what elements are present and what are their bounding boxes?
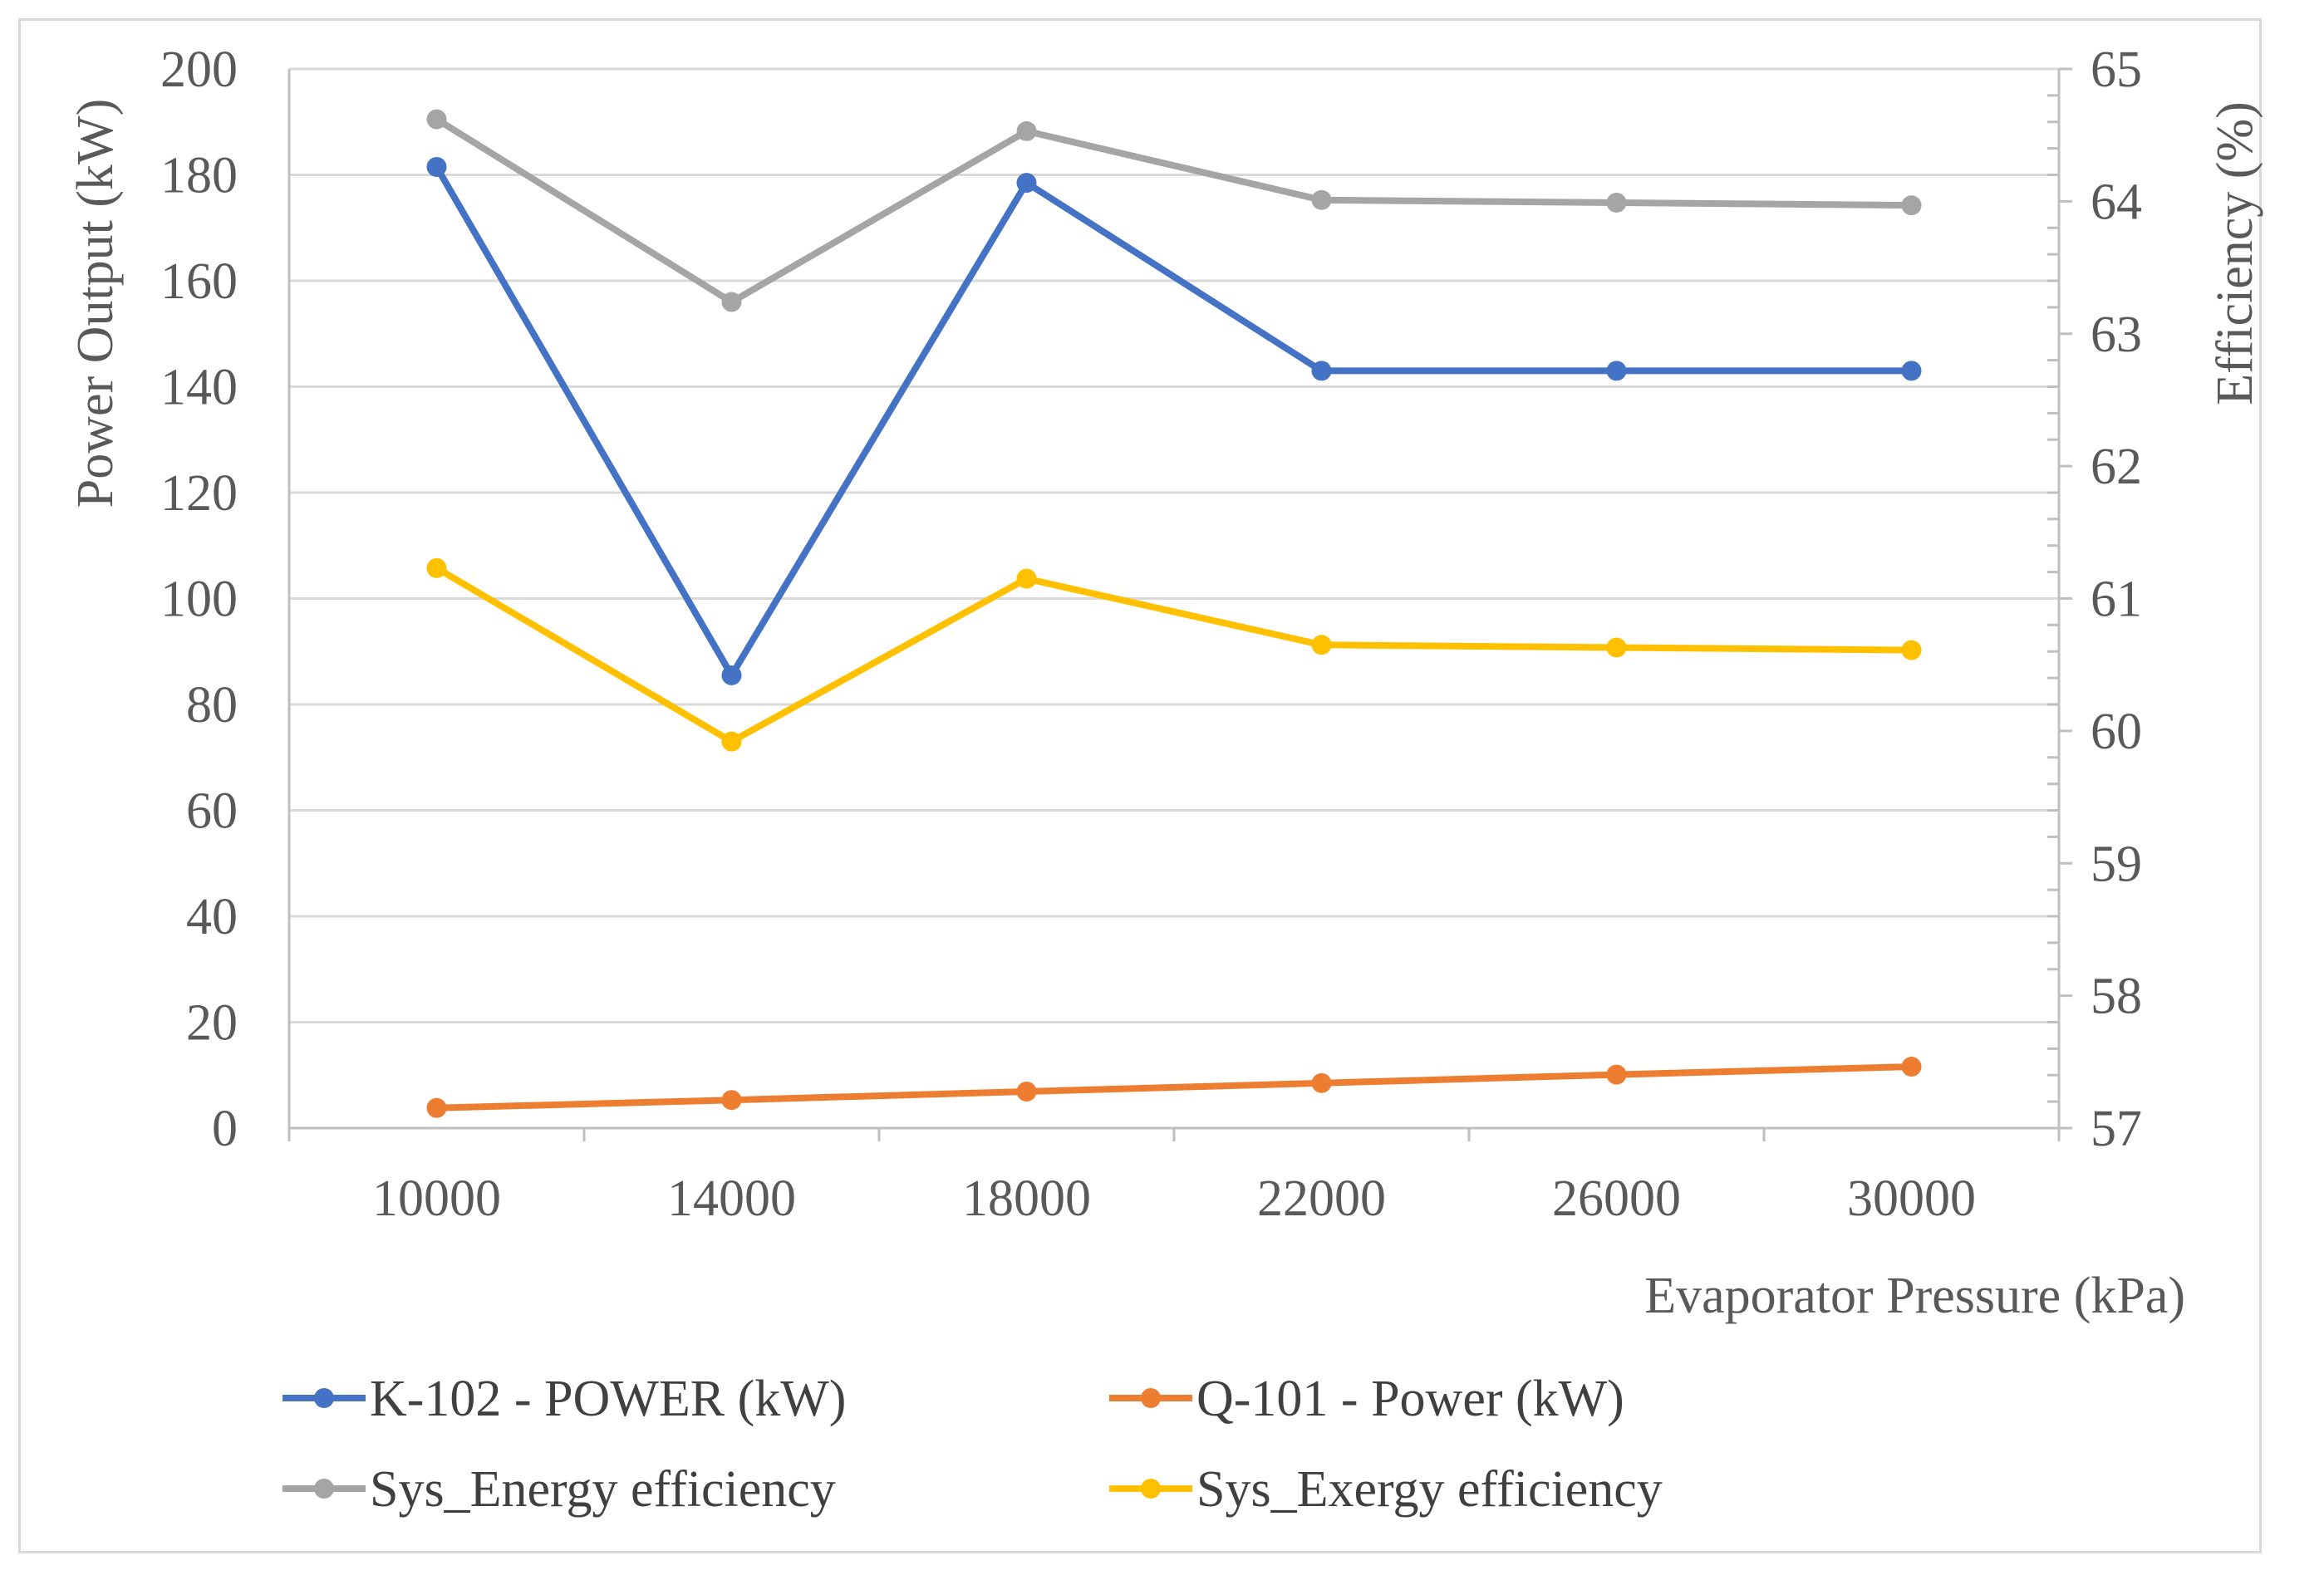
y2-tick-label: 64 <box>2091 174 2142 230</box>
y2-tick-label: 65 <box>2091 42 2142 98</box>
y2-tick-label: 61 <box>2091 572 2142 628</box>
y2-tick-label: 63 <box>2091 307 2142 363</box>
data-point <box>426 557 447 578</box>
x-tick-label: 18000 <box>962 1170 1091 1227</box>
series-3 <box>426 109 1922 312</box>
series-2 <box>426 1057 1922 1118</box>
data-point <box>426 1097 447 1118</box>
data-point <box>1311 189 1332 210</box>
x-tick-label: 22000 <box>1257 1170 1386 1227</box>
y2-tick-label: 60 <box>2091 704 2142 760</box>
series-line <box>433 1063 1915 1111</box>
data-point <box>721 665 742 685</box>
series-4 <box>426 557 1922 752</box>
series-line <box>433 115 1915 306</box>
legend-swatch-marker <box>314 1388 334 1408</box>
y-tick-label: 60 <box>186 783 238 840</box>
axes: 0 20 40 60 80 100 120 140 160 180 200 57 58 59 60 61 62 6… <box>160 42 2142 1227</box>
legend-item: Sys_Energy efficiency <box>283 1461 836 1518</box>
data-point <box>1016 173 1037 194</box>
y2-tick-label: 62 <box>2091 439 2142 495</box>
legend-swatch-marker <box>1141 1479 1161 1499</box>
y2-axis-title: Efficiency (%) <box>2207 101 2263 405</box>
y-tick-label: 160 <box>160 253 238 310</box>
y2-tick-label: 57 <box>2091 1101 2142 1157</box>
y-tick-label: 100 <box>160 572 238 628</box>
y-tick-label: 120 <box>160 465 238 522</box>
data-point <box>1606 361 1627 381</box>
y-tick-label: 20 <box>186 995 238 1052</box>
legend-swatch-marker <box>1141 1388 1161 1408</box>
data-point <box>721 292 742 312</box>
data-point <box>1016 568 1037 589</box>
y-tick-label: 0 <box>212 1101 238 1157</box>
legend-swatch-marker <box>314 1479 334 1499</box>
y-tick-label: 200 <box>160 42 238 98</box>
data-point <box>1311 361 1332 381</box>
legend-item: Sys_Exergy efficiency <box>1109 1461 1663 1518</box>
chart-frame <box>18 18 2262 1553</box>
data-point <box>1311 1072 1332 1093</box>
data-point <box>1311 635 1332 655</box>
legend-label: K-102 - POWER (kW) <box>370 1371 846 1427</box>
y-axis-title: Power Output (kW) <box>67 99 124 508</box>
data-point <box>426 109 447 130</box>
series-1 <box>426 156 1922 685</box>
data-point <box>1606 1064 1627 1085</box>
y2-tick-label: 58 <box>2091 969 2142 1025</box>
data-point <box>1606 192 1627 213</box>
x-axis-title: Evaporator Pressure (kPa) <box>1644 1268 2185 1324</box>
data-point <box>1901 361 1922 381</box>
data-point <box>1901 640 1922 660</box>
x-tick-label: 14000 <box>667 1170 796 1227</box>
series-line <box>433 564 1915 745</box>
data-point <box>1901 1057 1922 1077</box>
data-point <box>1016 1082 1037 1102</box>
series-group <box>426 109 1922 1118</box>
axis-labels: Evaporator Pressure (kPa) Power Output (… <box>67 99 2263 1324</box>
y-tick-label: 40 <box>186 889 238 945</box>
y2-tick-label: 59 <box>2091 836 2142 892</box>
y-tick-label: 80 <box>186 677 238 734</box>
legend: K-102 - POWER (kW) Q-101 - Power (kW) Sys_… <box>283 1371 1663 1518</box>
data-point <box>1901 195 1922 216</box>
x-tick-label: 30000 <box>1847 1170 1976 1227</box>
legend-label: Sys_Exergy efficiency <box>1196 1461 1663 1518</box>
data-point <box>721 731 742 752</box>
x-tick-label: 26000 <box>1552 1170 1681 1227</box>
y-tick-label: 180 <box>160 148 238 204</box>
data-point <box>1606 637 1627 658</box>
data-point <box>721 1090 742 1111</box>
legend-item: K-102 - POWER (kW) <box>283 1371 846 1427</box>
x-tick-label: 10000 <box>372 1170 501 1227</box>
data-point <box>1016 120 1037 141</box>
legend-item: Q-101 - Power (kW) <box>1109 1371 1624 1427</box>
y-tick-label: 140 <box>160 360 238 416</box>
series-line <box>433 163 1915 679</box>
legend-label: Q-101 - Power (kW) <box>1196 1371 1624 1427</box>
data-point <box>426 156 447 177</box>
gridlines <box>289 67 2059 1023</box>
legend-label: Sys_Energy efficiency <box>370 1461 836 1518</box>
